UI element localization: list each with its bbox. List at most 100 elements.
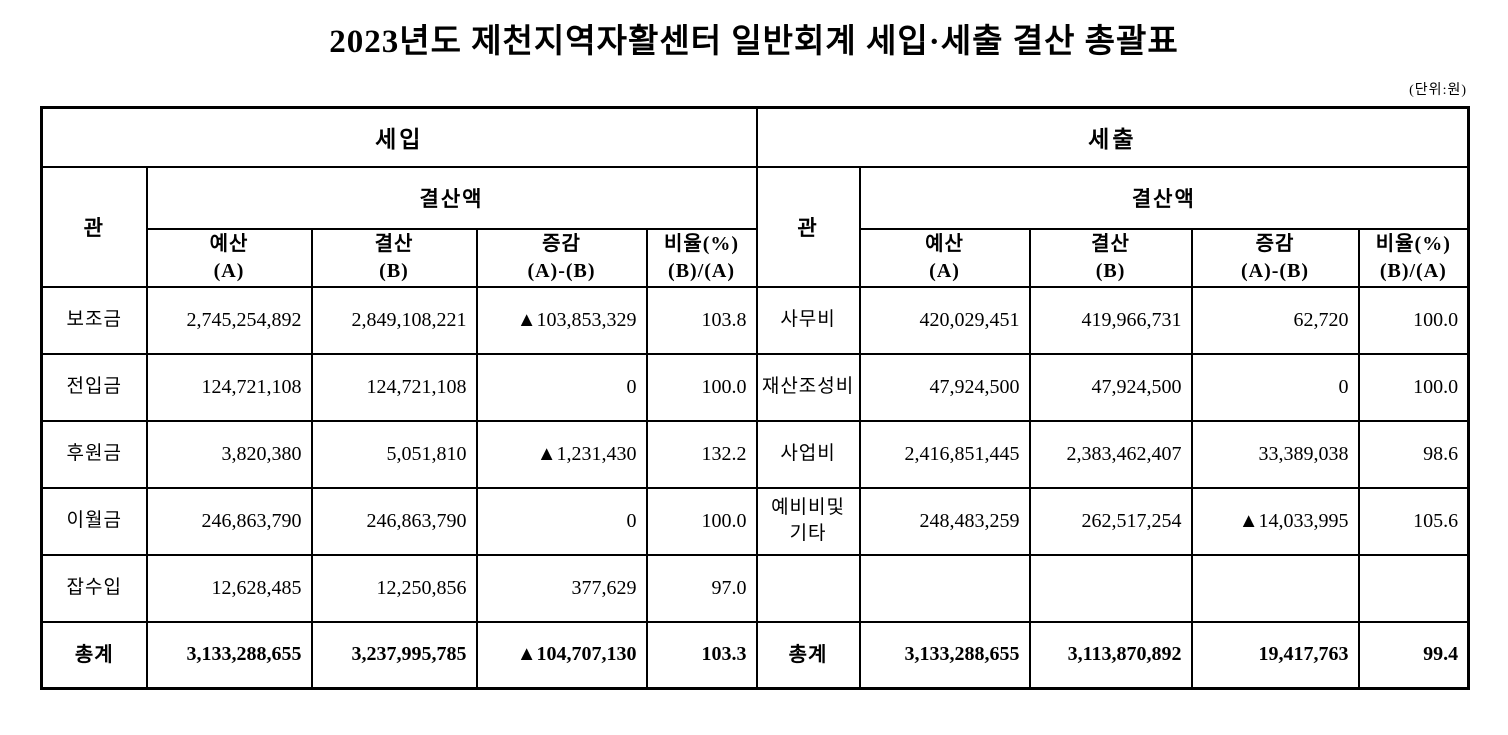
revenue-change-cell: 0 xyxy=(475,352,648,422)
header-line: (B) xyxy=(1095,259,1126,282)
revenue-budget-cell: 124,721,108 xyxy=(145,352,313,422)
expenditure-settlement-cell: 262,517,254 xyxy=(1028,486,1193,556)
header-line: (A)-(B) xyxy=(527,259,596,282)
expenditure-row-label: 사업비 xyxy=(755,419,861,489)
header-line: 비율(%) xyxy=(1375,232,1451,255)
expenditure-budget-cell: 420,029,451 xyxy=(858,285,1031,355)
revenue-total-ratio-cell: 103.3 xyxy=(645,620,758,690)
revenue-change-header: 증감 (A)-(B) xyxy=(475,227,648,288)
expenditure-budget-cell: 248,483,259 xyxy=(858,486,1031,556)
revenue-ratio-cell: 103.8 xyxy=(645,285,758,355)
revenue-row-label: 후원금 xyxy=(40,419,148,489)
sub-header-row: 예산 (A) 결산 (B) 증감 (A)-(B) 비율(%) (B)/(A) 예… xyxy=(42,227,1470,288)
revenue-row-label: 이월금 xyxy=(40,486,148,556)
revenue-category-header: 관 xyxy=(40,165,148,288)
revenue-ratio-header: 비율(%) (B)/(A) xyxy=(645,227,758,288)
revenue-ratio-cell: 97.0 xyxy=(645,553,758,623)
expenditure-total-budget-cell: 3,133,288,655 xyxy=(858,620,1031,690)
header-line: 증감 xyxy=(1255,232,1295,255)
expenditure-change-cell xyxy=(1190,553,1360,623)
expenditure-settlement-cell: 419,966,731 xyxy=(1028,285,1193,355)
header-line: 증감 xyxy=(542,232,581,255)
expenditure-settlement-cell: 2,383,462,407 xyxy=(1028,419,1193,489)
expenditure-budget-header: 예산 (A) xyxy=(858,227,1031,288)
revenue-change-cell: 0 xyxy=(475,486,648,556)
revenue-settlement-cell: 5,051,810 xyxy=(310,419,478,489)
expenditure-budget-cell: 2,416,851,445 xyxy=(858,419,1031,489)
header-line: 예산 xyxy=(209,232,249,255)
expenditure-total-ratio-cell: 99.4 xyxy=(1357,620,1470,690)
revenue-settlement-cell: 246,863,790 xyxy=(310,486,478,556)
header-line: (B) xyxy=(379,259,409,282)
revenue-change-cell: ▲103,853,329 xyxy=(475,285,648,355)
header-line: 예산 xyxy=(925,232,964,255)
expenditure-budget-cell: 47,924,500 xyxy=(858,352,1031,422)
revenue-budget-cell: 246,863,790 xyxy=(145,486,313,556)
expenditure-row-label: 사무비 xyxy=(755,285,861,355)
header-line: (A) xyxy=(213,259,245,282)
expenditure-row-label xyxy=(755,553,861,623)
group-header-row: 관 결산액 관 결산액 xyxy=(40,165,1470,288)
revenue-total-change-cell: ▲104,707,130 xyxy=(475,620,648,690)
settlement-summary-table: 세입 세출 관 결산액 관 결산액 예산 (A) 결산 (B) 증감 (A)-(… xyxy=(40,106,1471,690)
expenditure-change-cell: 33,389,038 xyxy=(1190,419,1360,489)
expenditure-row-label: 재산조성비 xyxy=(755,352,861,422)
expenditure-settlement-cell xyxy=(1028,553,1193,623)
expenditure-ratio-cell: 100.0 xyxy=(1357,352,1470,422)
expenditure-settlement-cell: 47,924,500 xyxy=(1028,352,1193,422)
expenditure-group-header: 결산액 xyxy=(858,165,1470,230)
revenue-row-label: 보조금 xyxy=(40,285,148,355)
expenditure-change-cell: 62,720 xyxy=(1190,285,1360,355)
expenditure-ratio-cell: 100.0 xyxy=(1357,285,1470,355)
header-line: 결산 xyxy=(374,232,414,255)
section-header-revenue: 세입 xyxy=(40,106,758,168)
revenue-budget-header: 예산 (A) xyxy=(145,227,313,288)
revenue-budget-cell: 3,820,380 xyxy=(145,419,313,489)
revenue-row-label: 잡수입 xyxy=(40,553,148,623)
expenditure-budget-cell xyxy=(858,553,1031,623)
expenditure-ratio-cell xyxy=(1357,553,1470,623)
table-row: 이월금 246,863,790 246,863,790 0 100.0 예비비및… xyxy=(40,486,1470,556)
revenue-ratio-cell: 100.0 xyxy=(645,486,758,556)
header-line: (B)/(A) xyxy=(1379,259,1447,282)
revenue-total-label: 총계 xyxy=(40,620,148,690)
total-row: 총계 3,133,288,655 3,237,995,785 ▲104,707,… xyxy=(40,620,1470,690)
revenue-settlement-cell: 124,721,108 xyxy=(310,352,478,422)
page-title: 2023년도 제천지역자활센터 일반회계 세입·세출 결산 총괄표 xyxy=(329,24,1179,60)
expenditure-ratio-cell: 98.6 xyxy=(1357,419,1470,489)
revenue-ratio-cell: 132.2 xyxy=(645,419,758,489)
expenditure-total-settlement-cell: 3,113,870,892 xyxy=(1028,620,1193,690)
expenditure-change-cell: ▲14,033,995 xyxy=(1190,486,1360,556)
revenue-row-label: 전입금 xyxy=(40,352,148,422)
expenditure-settlement-header: 결산 (B) xyxy=(1028,227,1193,288)
revenue-budget-cell: 12,628,485 xyxy=(145,553,313,623)
revenue-total-budget-cell: 3,133,288,655 xyxy=(145,620,313,690)
expenditure-row-label: 예비비및 기타 xyxy=(755,486,861,556)
header-line: (A) xyxy=(929,259,960,282)
expenditure-change-header: 증감 (A)-(B) xyxy=(1190,227,1360,288)
header-line: 결산 xyxy=(1091,232,1130,255)
header-line: (B)/(A) xyxy=(668,259,736,282)
table-row: 잡수입 12,628,485 12,250,856 377,629 97.0 xyxy=(40,553,1470,623)
expenditure-total-label: 총계 xyxy=(755,620,861,690)
revenue-settlement-cell: 2,849,108,221 xyxy=(310,285,478,355)
section-header-row: 세입 세출 xyxy=(40,106,1470,168)
expenditure-category-header: 관 xyxy=(755,165,861,288)
revenue-settlement-cell: 12,250,856 xyxy=(310,553,478,623)
expenditure-total-change-cell: 19,417,763 xyxy=(1190,620,1360,690)
revenue-settlement-header: 결산 (B) xyxy=(310,227,478,288)
table-row: 후원금 3,820,380 5,051,810 ▲1,231,430 132.2… xyxy=(40,419,1470,489)
revenue-group-header: 결산액 xyxy=(145,165,758,230)
revenue-total-settlement-cell: 3,237,995,785 xyxy=(310,620,478,690)
revenue-budget-cell: 2,745,254,892 xyxy=(145,285,313,355)
table-row: 전입금 124,721,108 124,721,108 0 100.0 재산조성… xyxy=(40,352,1470,422)
revenue-ratio-cell: 100.0 xyxy=(645,352,758,422)
revenue-change-cell: 377,629 xyxy=(475,553,648,623)
expenditure-ratio-cell: 105.6 xyxy=(1357,486,1470,556)
header-line: (A)-(B) xyxy=(1241,259,1310,282)
table-row: 보조금 2,745,254,892 2,849,108,221 ▲103,853… xyxy=(40,285,1470,355)
header-line: 비율(%) xyxy=(663,232,740,255)
section-header-expenditure: 세출 xyxy=(755,106,1470,168)
expenditure-change-cell: 0 xyxy=(1190,352,1360,422)
